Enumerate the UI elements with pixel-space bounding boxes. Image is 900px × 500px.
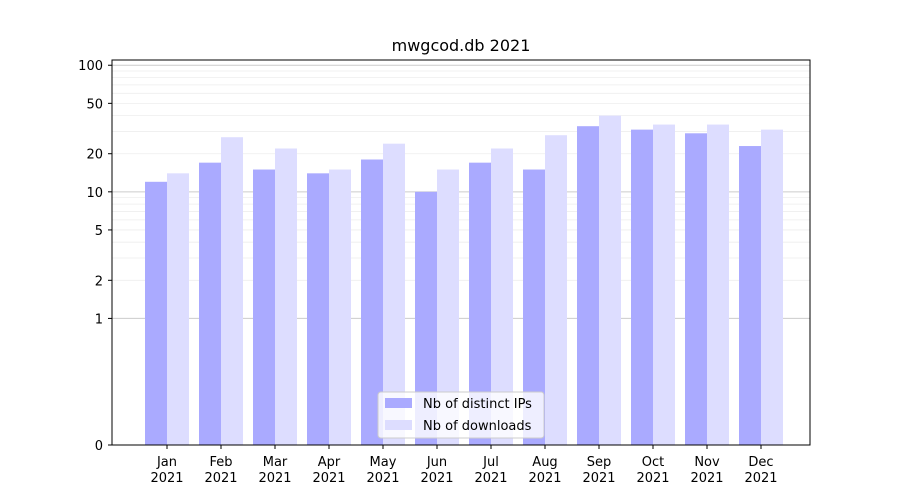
bar-ips-1 bbox=[145, 181, 167, 445]
y-tick-label: 100 bbox=[78, 59, 103, 74]
x-tick-label: 2021 bbox=[312, 471, 345, 486]
y-axis: 0 1 2 5 10 20 50 100 bbox=[78, 59, 112, 454]
x-tick-label: Feb bbox=[209, 455, 232, 470]
y-tick-label: 2 bbox=[95, 274, 103, 289]
x-tick-label: Mar bbox=[263, 455, 288, 470]
y-tick-label: 0 bbox=[95, 439, 103, 454]
bar-ips-5 bbox=[361, 159, 383, 445]
bar-downloads-10 bbox=[653, 124, 675, 445]
legend-label-ips: Nb of distinct IPs bbox=[423, 397, 532, 412]
x-tick-label: Jun bbox=[426, 455, 447, 470]
bar-ips-4 bbox=[307, 173, 329, 445]
legend-swatch-downloads bbox=[385, 420, 412, 430]
bar-downloads-8 bbox=[545, 135, 567, 445]
plot-frame bbox=[111, 59, 811, 446]
bars bbox=[145, 115, 783, 446]
bar-downloads-1 bbox=[167, 173, 189, 445]
bar-ips-11 bbox=[685, 133, 707, 445]
y-tick-label: 50 bbox=[86, 97, 103, 112]
x-tick-label: Sep bbox=[587, 455, 612, 470]
bar-ips-2 bbox=[199, 162, 221, 445]
bar-downloads-12 bbox=[761, 129, 783, 445]
bar-downloads-9 bbox=[599, 115, 621, 445]
bar-downloads-11 bbox=[707, 124, 729, 445]
legend-swatch-ips bbox=[385, 398, 412, 408]
bar-downloads-2 bbox=[221, 137, 243, 446]
x-tick-label: Jul bbox=[482, 455, 499, 470]
x-tick-label: 2021 bbox=[258, 471, 291, 486]
x-tick-label: Aug bbox=[532, 455, 557, 470]
y-tick-label: 20 bbox=[86, 148, 103, 163]
y-tick-label: 1 bbox=[95, 312, 103, 327]
x-tick-label: 2021 bbox=[690, 471, 723, 486]
bar-ips-7 bbox=[469, 162, 491, 445]
x-tick-label: 2021 bbox=[528, 471, 561, 486]
bar-ips-12 bbox=[739, 146, 761, 445]
x-tick-label: Dec bbox=[748, 455, 773, 470]
bar-ips-6 bbox=[415, 191, 437, 445]
bar-downloads-6 bbox=[437, 169, 459, 445]
x-tick-label: 2021 bbox=[204, 471, 237, 486]
x-tick-label: 2021 bbox=[420, 471, 453, 486]
legend-label-downloads: Nb of downloads bbox=[423, 419, 532, 434]
x-tick-label: Oct bbox=[642, 455, 664, 470]
x-tick-label: May bbox=[370, 455, 397, 470]
x-tick-label: Jan bbox=[156, 455, 177, 470]
bar-downloads-3 bbox=[275, 148, 297, 445]
bar-ips-9 bbox=[577, 126, 599, 446]
x-tick-label: 2021 bbox=[366, 471, 399, 486]
x-tick-label: 2021 bbox=[636, 471, 669, 486]
legend: Nb of distinct IPs Nb of downloads bbox=[377, 391, 545, 439]
bar-downloads-5 bbox=[383, 143, 405, 445]
legend-box bbox=[377, 391, 545, 439]
chart-title: mwgcod.db 2021 bbox=[392, 36, 531, 55]
x-tick-label: 2021 bbox=[582, 471, 615, 486]
x-axis: Jan2021Feb2021Mar2021Apr2021May2021Jun20… bbox=[150, 445, 778, 486]
bar-downloads-4 bbox=[329, 169, 351, 445]
bar-downloads-7 bbox=[491, 148, 513, 445]
bar-ips-3 bbox=[253, 169, 275, 445]
bar-ips-8 bbox=[523, 169, 545, 445]
x-tick-label: 2021 bbox=[474, 471, 507, 486]
x-tick-label: 2021 bbox=[150, 471, 183, 486]
bar-ips-10 bbox=[631, 129, 653, 445]
x-tick-label: Nov bbox=[694, 455, 720, 470]
x-tick-label: Apr bbox=[318, 455, 341, 470]
x-tick-label: 2021 bbox=[744, 471, 777, 486]
y-tick-label: 5 bbox=[95, 224, 103, 239]
y-tick-label: 10 bbox=[86, 186, 103, 201]
